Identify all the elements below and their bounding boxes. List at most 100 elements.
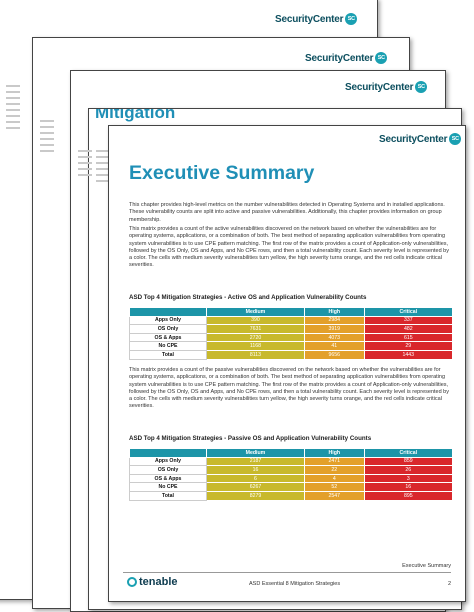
logo: SecurityCenter SC (345, 81, 428, 93)
header-cell: Critical (363, 307, 454, 317)
count-cell: 8113 (206, 349, 305, 360)
count-cell: 2547 (303, 490, 365, 501)
text-line (78, 156, 92, 158)
text-line (40, 150, 54, 152)
count-cell: 2187 (206, 456, 305, 467)
text-line (78, 168, 92, 170)
paragraph: This matrix provides a count of the pass… (129, 367, 449, 410)
text-line (40, 138, 54, 140)
logo: SecurityCenter SC (379, 133, 462, 145)
logo: SecurityCenter SC (275, 13, 358, 25)
text-line (96, 156, 110, 158)
header-cell: High (303, 448, 365, 458)
count-cell: 1168 (206, 341, 305, 351)
page-title: Executive Summary (129, 162, 315, 184)
table-title: ASD Top 4 Mitigation Strategies - Passiv… (129, 435, 372, 442)
logo-badge: SC (375, 52, 388, 64)
text-line (78, 174, 92, 176)
header-cell: Critical (363, 448, 454, 458)
logo-icon (127, 577, 137, 587)
text-line (96, 180, 110, 182)
table-row: Total 8113 9656 1443 (129, 349, 454, 360)
paragraph: This chapter provides high-level metrics… (129, 202, 445, 223)
paragraph: This matrix provides a count of the acti… (129, 226, 449, 269)
logo-text: SecurityCenter (305, 52, 374, 64)
count-cell: 9656 (303, 349, 365, 360)
row-label: Apps Only (129, 315, 207, 326)
row-label: Total (129, 349, 207, 360)
header-row: Medium High Critical (129, 448, 454, 458)
footer-brand: tenable (139, 576, 178, 588)
text-line (6, 103, 20, 105)
table-row: Total 8279 2547 895 (129, 490, 454, 501)
data-table: Medium High Critical Apps Only 390 2984 337 OS … (129, 307, 454, 360)
header-row: Medium High Critical (129, 307, 454, 317)
logo-badge: SC (415, 81, 428, 93)
count-cell: 2720 (206, 332, 305, 343)
count-cell: 3919 (303, 324, 365, 334)
text-line (6, 121, 20, 123)
footer-document: ASD Essential 8 Mitigation Strategies (249, 581, 341, 587)
row-label: No CPE (129, 341, 207, 351)
back-page-title: Mitigation (95, 108, 176, 122)
header-cell: Medium (206, 307, 305, 317)
text-line (6, 91, 20, 93)
count-cell: 390 (206, 315, 305, 326)
text-line (6, 85, 20, 87)
footer-rule (123, 572, 451, 573)
table-title: ASD Top 4 Mitigation Strategies - Active… (129, 294, 367, 301)
logo-badge: SC (345, 13, 358, 25)
text-line (78, 162, 92, 164)
row-label: No CPE (129, 482, 207, 492)
text-line (6, 115, 20, 117)
count-cell: 22 (303, 465, 365, 475)
count-cell: 1443 (363, 349, 454, 360)
text-line (96, 174, 110, 176)
data-table: Medium High Critical Apps Only 2187 2471 859 OS… (129, 448, 454, 501)
text-line (78, 150, 92, 152)
row-label: OS & Apps (129, 332, 207, 343)
count-cell: 895 (363, 490, 454, 501)
count-cell: 482 (363, 324, 454, 334)
table-row: OS & Apps 6 4 3 (129, 473, 454, 484)
logo-badge: SC (449, 133, 462, 145)
header-cell (129, 307, 207, 317)
header-cell: High (303, 307, 365, 317)
text-line (6, 109, 20, 111)
count-cell: 7631 (206, 324, 305, 334)
footer-logo: tenable (127, 576, 178, 588)
front-page: SecurityCenter SC Executive Summary This … (108, 125, 466, 602)
text-line (6, 127, 20, 129)
row-label: OS & Apps (129, 473, 207, 484)
logo: SecurityCenter SC (305, 52, 388, 64)
header-cell: Medium (206, 448, 305, 458)
table-row: OS Only 16 22 26 (129, 465, 454, 475)
count-cell: 2984 (303, 315, 365, 326)
table-row: Apps Only 2187 2471 859 (129, 456, 454, 467)
count-cell: 6 (206, 473, 305, 484)
text-line (96, 168, 110, 170)
page-number: 2 (447, 581, 451, 587)
count-cell: 3 (363, 473, 454, 484)
count-cell: 6267 (206, 482, 305, 492)
text-line (40, 144, 54, 146)
table-row: No CPE 6267 52 16 (129, 482, 454, 492)
count-cell: 615 (363, 332, 454, 343)
footer-section: Executive Summary (402, 563, 451, 569)
count-cell: 4 (303, 473, 365, 484)
count-cell: 859 (363, 456, 454, 467)
count-cell: 8279 (206, 490, 305, 501)
count-cell: 41 (303, 341, 365, 351)
count-cell: 26 (363, 465, 454, 475)
row-label: OS Only (129, 465, 207, 475)
row-label: Apps Only (129, 456, 207, 467)
count-cell: 2471 (303, 456, 365, 467)
logo-text: SecurityCenter (379, 133, 448, 145)
logo-text: SecurityCenter (345, 81, 414, 93)
text-line (96, 150, 110, 152)
count-cell: 16 (363, 482, 454, 492)
table-row: OS Only 7631 3919 482 (129, 324, 454, 334)
text-line (96, 162, 110, 164)
row-label: Total (129, 490, 207, 501)
